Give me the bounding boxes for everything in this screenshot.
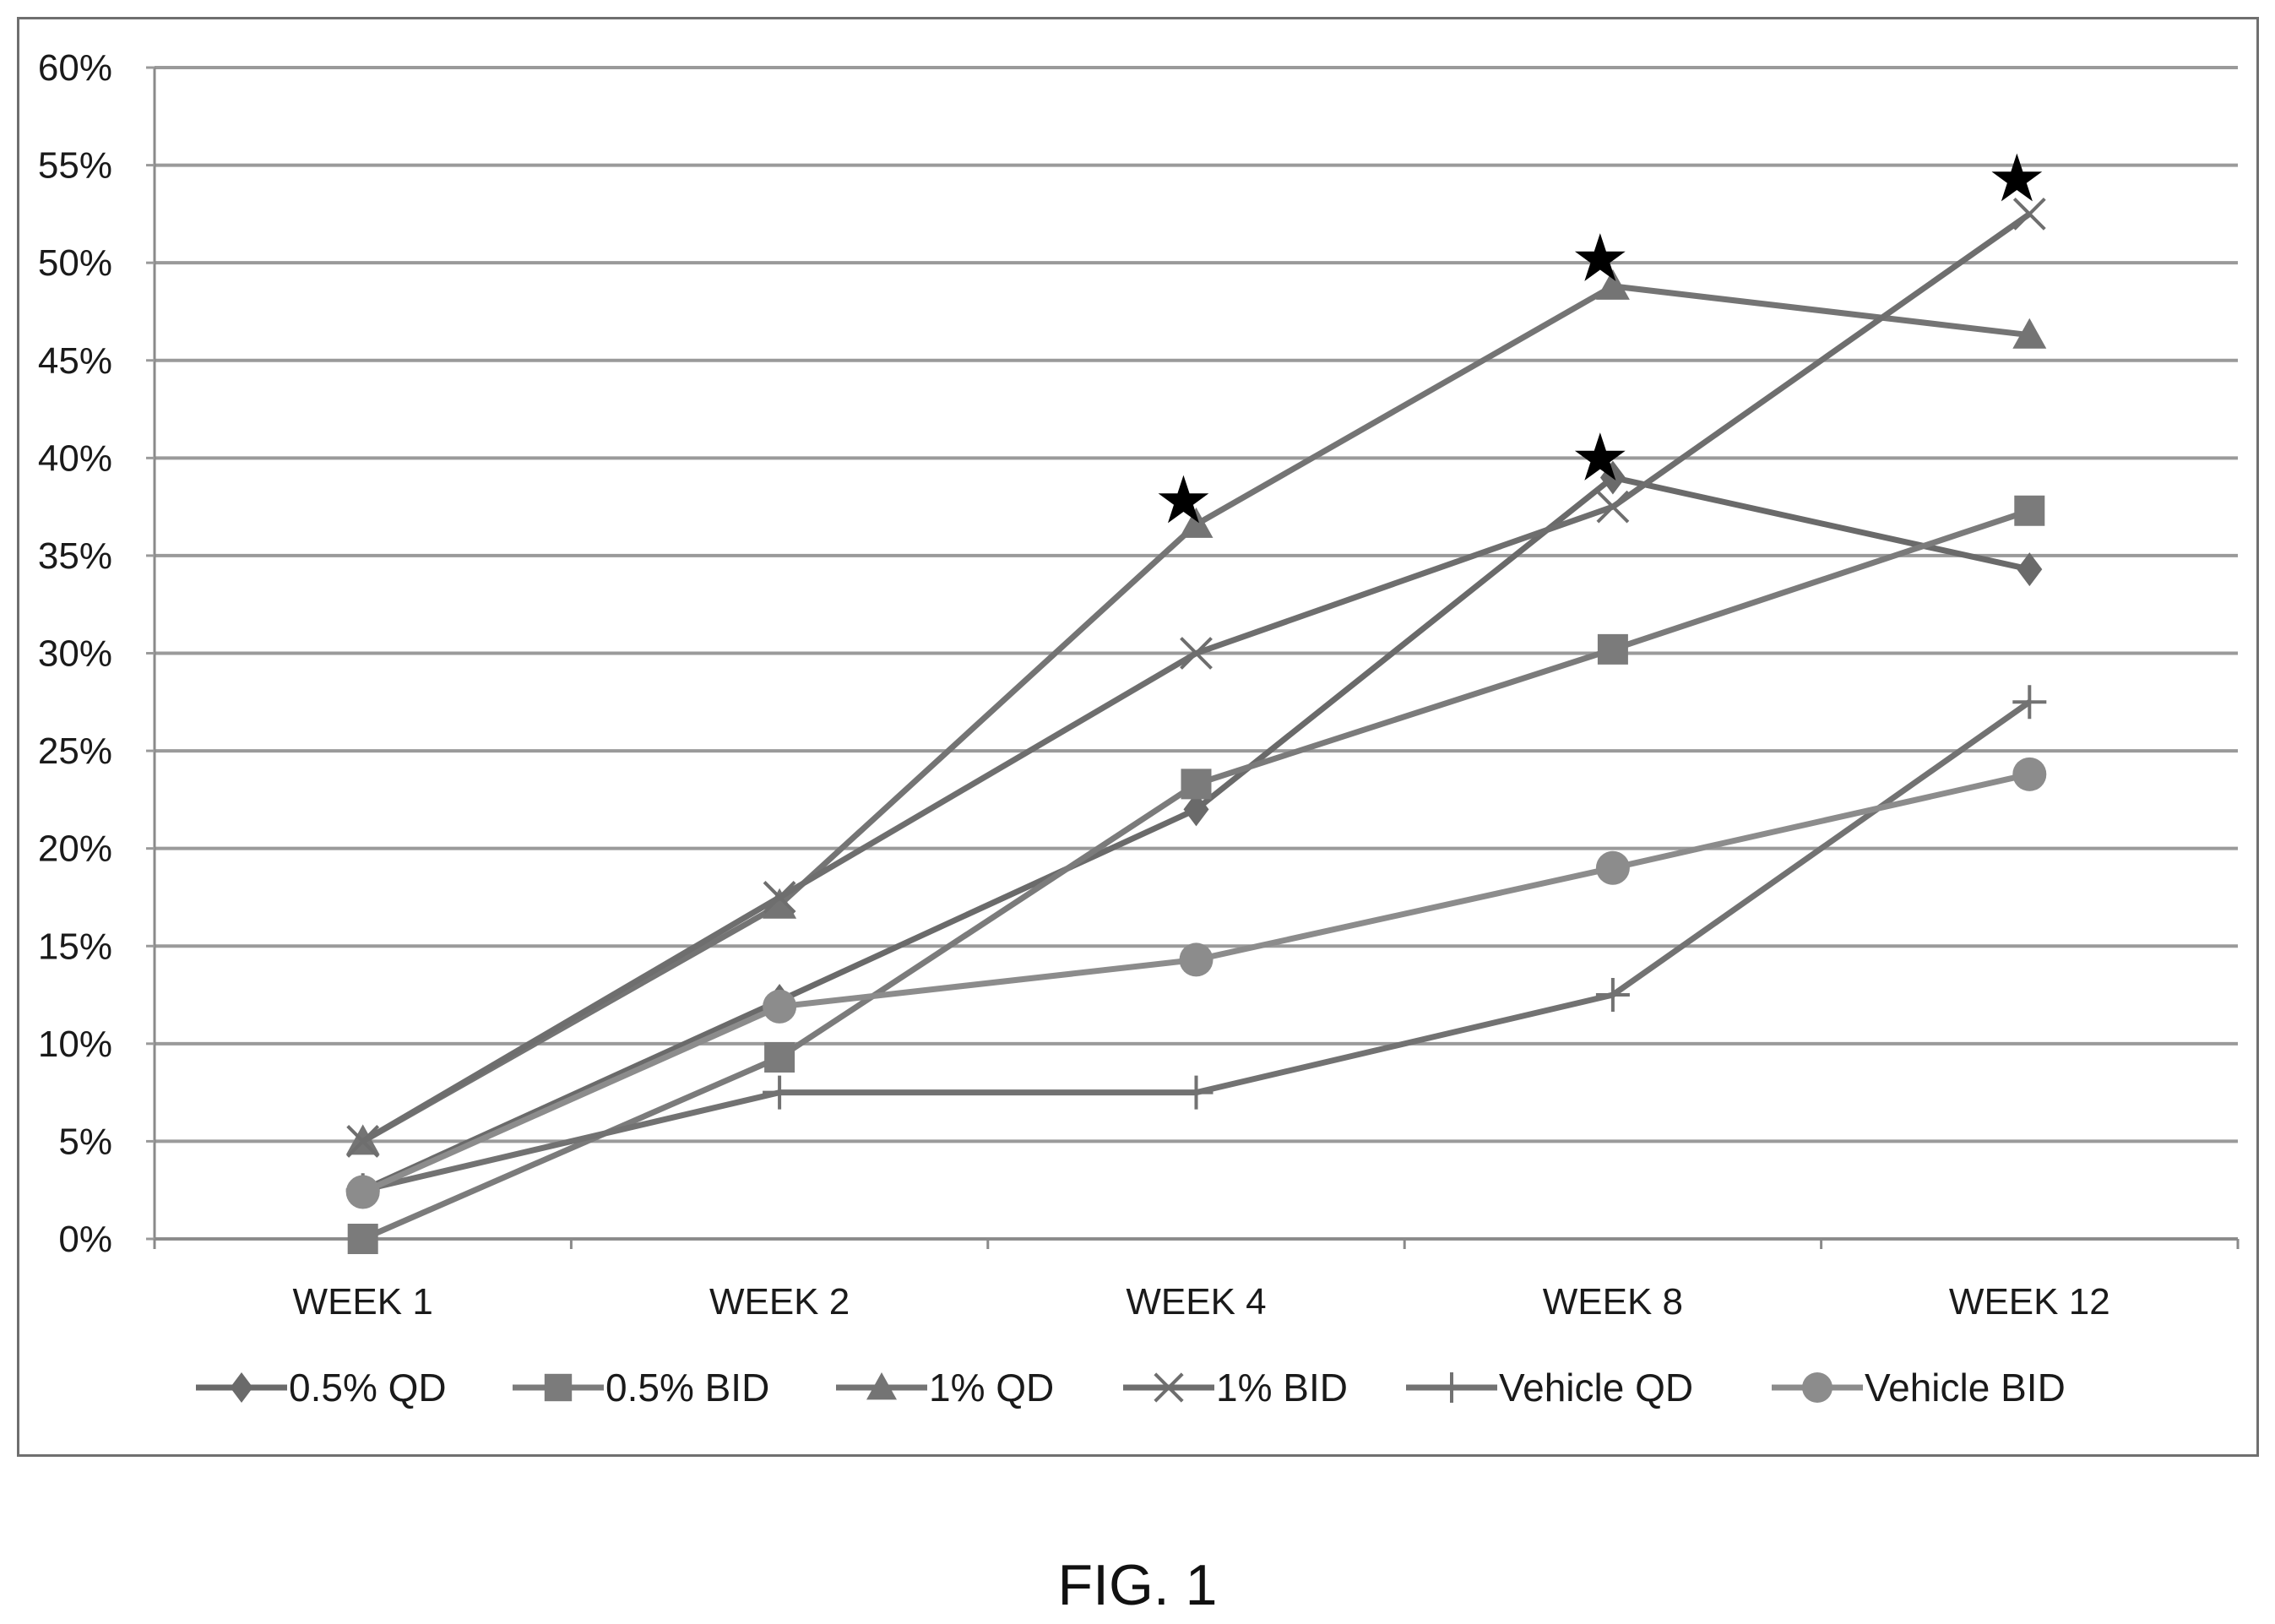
marker-x: [1180, 637, 1213, 670]
marker-plus: [1179, 1075, 1214, 1110]
legend: 0.5% QD 0.5% BID 1% QD 1% BID Vehicle QD Vehi…: [196, 1366, 2066, 1409]
series-0-5-bid: [347, 495, 2045, 1254]
marker-circle: [2012, 757, 2047, 791]
marker-square: [1597, 633, 1628, 665]
significance-markers: ★ ★ ★ ★: [1154, 141, 2047, 539]
significance-star: ★: [1154, 463, 1214, 539]
series-1-bid: [346, 197, 2046, 1158]
significance-star: ★: [1571, 420, 1630, 496]
legend-item: Vehicle QD: [1406, 1366, 1693, 1409]
y-tick-label: 45%: [38, 340, 112, 382]
marker-triangle: [866, 1372, 897, 1400]
marker-x: [2012, 197, 2046, 231]
significance-star: ★: [1987, 141, 2046, 217]
marker-circle: [1802, 1372, 1832, 1403]
legend-label: 0.5% QD: [289, 1366, 447, 1409]
marker-circle: [1179, 942, 1214, 977]
x-axis-ticks: WEEK 1 WEEK 2 WEEK 4 WEEK 8 WEEK 12: [153, 1239, 2240, 1323]
x-category-label: WEEK 2: [709, 1281, 850, 1323]
y-tick-label: 25%: [38, 731, 112, 772]
legend-item: Vehicle BID: [1772, 1366, 2066, 1409]
y-tick-label: 60%: [38, 47, 112, 89]
marker-diamond: [1183, 792, 1209, 827]
series-line: [361, 283, 2030, 1144]
x-category-label: WEEK 8: [1543, 1281, 1683, 1323]
marker-x: [1596, 490, 1630, 524]
y-tick-label: 5%: [58, 1121, 112, 1162]
legend-item: 1% BID: [1123, 1366, 1348, 1409]
chart-frame: [17, 17, 2259, 1457]
legend-item: 0.5% QD: [196, 1366, 447, 1409]
legend-label: Vehicle QD: [1499, 1366, 1693, 1409]
y-tick-label: 15%: [38, 926, 112, 967]
marker-x: [346, 1125, 380, 1158]
marker-diamond: [1599, 460, 1626, 495]
x-category-label: WEEK 4: [1126, 1281, 1266, 1323]
marker-circle: [345, 1175, 380, 1209]
legend-label: 0.5% BID: [605, 1366, 769, 1409]
marker-plus: [763, 1075, 797, 1110]
y-tick-label: 0%: [58, 1219, 112, 1260]
legend-label: 1% QD: [929, 1366, 1054, 1409]
y-tick-label: 55%: [38, 145, 112, 187]
series-1-qd: [345, 269, 2047, 1155]
legend-label: 1% BID: [1216, 1366, 1348, 1409]
marker-diamond: [2017, 552, 2043, 587]
marker-diamond: [230, 1372, 253, 1403]
marker-plus: [1595, 978, 1630, 1013]
marker-square: [2014, 495, 2045, 526]
y-tick-label: 20%: [38, 828, 112, 870]
marker-circle: [763, 989, 797, 1024]
series-vehicle-bid: [345, 757, 2047, 1209]
figure-caption: FIG. 1: [1057, 1553, 1218, 1617]
y-tick-label: 30%: [38, 633, 112, 675]
marker-square: [347, 1224, 378, 1254]
marker-x: [1154, 1372, 1184, 1403]
legend-label: Vehicle BID: [1865, 1366, 2066, 1409]
marker-square: [1181, 769, 1212, 800]
marker-triangle: [763, 888, 797, 919]
marker-square: [544, 1373, 573, 1402]
y-tick-label: 40%: [38, 437, 112, 479]
marker-triangle: [1179, 507, 1214, 538]
marker-circle: [1595, 850, 1630, 885]
significance-star: ★: [1571, 221, 1630, 297]
y-tick-label: 10%: [38, 1024, 112, 1065]
marker-square: [764, 1042, 795, 1073]
x-category-label: WEEK 12: [1949, 1281, 2110, 1323]
marker-x: [763, 881, 796, 914]
y-tick-label: 35%: [38, 535, 112, 577]
y-axis-ticks: 0% 5% 10% 15% 20% 25% 30% 35% 40% 45% 50% 55% 60%: [38, 47, 155, 1260]
legend-item: 1% QD: [836, 1366, 1054, 1409]
marker-plus: [2012, 685, 2047, 720]
x-category-label: WEEK 1: [293, 1281, 433, 1323]
marker-triangle: [2012, 318, 2047, 349]
y-tick-label: 50%: [38, 242, 112, 284]
marker-triangle: [1595, 269, 1630, 300]
marker-plus: [1436, 1372, 1467, 1403]
legend-item: 0.5% BID: [513, 1366, 769, 1409]
